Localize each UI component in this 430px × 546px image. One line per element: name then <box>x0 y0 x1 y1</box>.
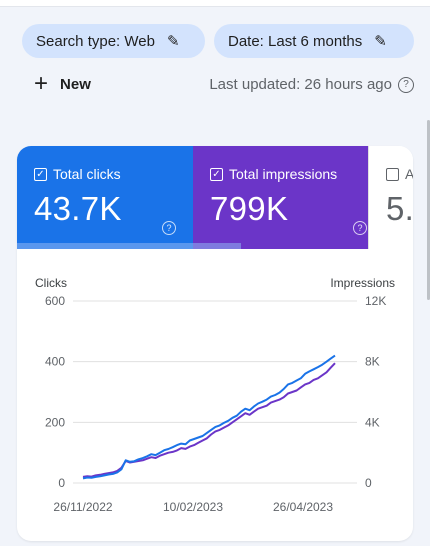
last-updated-text: Last updated: 26 hours ago <box>209 76 392 93</box>
y-tick-label: 200 <box>45 415 65 429</box>
help-icon[interactable]: ? <box>353 221 367 235</box>
series-line-clicks <box>82 354 336 480</box>
x-tick-label: 26/04/2023 <box>273 500 333 514</box>
search-type-label: Search type: Web <box>36 32 155 50</box>
x-tick-label: 10/02/2023 <box>163 500 223 514</box>
metric-label: Total impressions <box>229 166 338 182</box>
top-divider <box>0 0 430 7</box>
y-tick-label: 0 <box>58 476 65 490</box>
page-scrollbar[interactable] <box>427 120 430 300</box>
scroll-indicator <box>17 243 241 249</box>
checkbox-checked-icon[interactable]: ✓ <box>34 167 47 181</box>
new-button[interactable]: + New <box>34 70 91 97</box>
performance-card: ✓ Total clicks 43.7K ? ✓ Total impressio… <box>17 146 413 541</box>
y2-axis-label: Impressions <box>330 276 395 290</box>
x-tick-label: 26/11/2022 <box>53 500 112 514</box>
metric-label: A <box>405 166 413 182</box>
metric-label: Total clicks <box>53 166 121 182</box>
total-clicks-metric-card[interactable]: ✓ Total clicks 43.7K ? <box>17 146 193 249</box>
plus-icon: + <box>34 70 49 97</box>
y2-tick-label: 0 <box>365 476 372 490</box>
last-updated-status: Last updated: 26 hours ago ? <box>209 76 414 93</box>
y2-tick-label: 8K <box>365 355 380 369</box>
edit-pencil-icon: ✎ <box>374 33 387 50</box>
y2-tick-label: 12K <box>365 294 386 308</box>
help-icon[interactable]: ? <box>162 221 176 235</box>
y-tick-label: 400 <box>45 355 65 369</box>
checkbox-checked-icon[interactable]: ✓ <box>210 167 223 181</box>
performance-line-chart: Clicks Impressions 600 12K 400 8K 200 4K 0 0 26… <box>35 276 395 514</box>
total-impressions-metric-card[interactable]: ✓ Total impressions 799K ? <box>193 146 368 249</box>
metric-value: 43.7K <box>34 190 122 227</box>
y-axis-label: Clicks <box>35 276 67 290</box>
date-filter-chip[interactable]: Date: Last 6 months ✎ <box>214 24 414 58</box>
search-type-filter-chip[interactable]: Search type: Web ✎ <box>22 24 205 58</box>
y-tick-label: 600 <box>45 294 65 308</box>
metric-value: 799K <box>210 190 289 227</box>
metric-value: 5. <box>386 190 413 227</box>
new-button-label: New <box>60 75 91 93</box>
y2-tick-label: 4K <box>365 415 380 429</box>
date-range-label: Date: Last 6 months <box>228 32 363 50</box>
help-icon[interactable]: ? <box>398 76 414 93</box>
checkbox-unchecked-icon[interactable] <box>386 167 399 181</box>
edit-pencil-icon: ✎ <box>166 33 180 50</box>
average-metric-card[interactable]: A 5. <box>368 146 413 249</box>
